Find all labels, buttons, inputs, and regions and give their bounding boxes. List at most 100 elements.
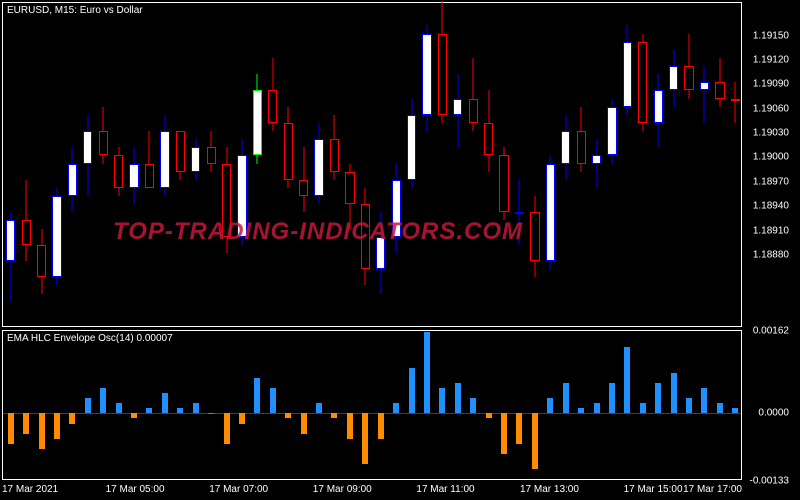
y-tick-label: 1.18880 [753, 249, 789, 260]
x-tick-label: 17 Mar 2021 [2, 484, 58, 495]
oscillator-bar [578, 408, 584, 413]
candle [83, 1, 92, 326]
candle [484, 1, 493, 326]
chart-title: EURUSD, M15: Euro vs Dollar [7, 5, 143, 16]
candle [546, 1, 555, 326]
candle [700, 1, 709, 326]
y-tick-label: -0.00133 [750, 476, 789, 487]
x-tick-label: 17 Mar 09:00 [313, 484, 372, 495]
oscillator-bar [624, 347, 630, 413]
y-tick-label: 1.19060 [753, 103, 789, 114]
oscillator-bar [532, 413, 538, 469]
candle [577, 1, 586, 326]
candle [160, 1, 169, 326]
y-tick-label: 0.00162 [753, 326, 789, 337]
candle [530, 1, 539, 326]
oscillator-bar [177, 408, 183, 413]
oscillator-bar [331, 413, 337, 418]
candle [715, 1, 724, 326]
oscillator-bar [594, 403, 600, 413]
candle [392, 1, 401, 326]
candle [37, 1, 46, 326]
x-tick-label: 17 Mar 11:00 [416, 484, 474, 495]
y-tick-label: 0.0000 [758, 408, 789, 419]
zero-line [3, 413, 741, 414]
y-tick-label: 1.18940 [753, 201, 789, 212]
candle [207, 1, 216, 326]
y-tick-label: 1.19090 [753, 79, 789, 90]
oscillator-bar [563, 383, 569, 414]
candle [253, 1, 262, 326]
oscillator-bar [193, 403, 199, 413]
oscillator-bar [640, 403, 646, 413]
oscillator-bar [301, 413, 307, 433]
oscillator-bar [69, 413, 75, 423]
candle [499, 1, 508, 326]
oscillator-bar [686, 398, 692, 413]
oscillator-bar [717, 403, 723, 413]
candle [314, 1, 323, 326]
oscillator-title: EMA HLC Envelope Osc(14) 0.00007 [7, 333, 173, 344]
oscillator-bar [54, 413, 60, 438]
candle [654, 1, 663, 326]
oscillator-bar [439, 388, 445, 413]
oscillator-bar [316, 403, 322, 413]
candle [191, 1, 200, 326]
candle [684, 1, 693, 326]
y-tick-label: 1.18910 [753, 225, 789, 236]
candle [237, 1, 246, 326]
oscillator-bar [8, 413, 14, 444]
y-tick-label: 1.19000 [753, 152, 789, 163]
candle [515, 1, 524, 326]
oscillator-bar [146, 408, 152, 413]
oscillator-bar [609, 383, 615, 414]
y-tick-label: 1.19030 [753, 128, 789, 139]
candle [176, 1, 185, 326]
candle [68, 1, 77, 326]
main-chart[interactable]: EURUSD, M15: Euro vs Dollar TOP-TRADING-… [2, 2, 742, 327]
x-tick-label: 17 Mar 15:00 [624, 484, 683, 495]
oscillator-bar [224, 413, 230, 444]
oscillator-bar [285, 413, 291, 418]
x-tick-label: 17 Mar 05:00 [106, 484, 165, 495]
oscillator-bar [362, 413, 368, 464]
oscillator-bar [116, 403, 122, 413]
oscillator-bar [254, 378, 260, 414]
oscillator-chart[interactable]: EMA HLC Envelope Osc(14) 0.00007 0.00162… [2, 330, 742, 480]
oscillator-bar [39, 413, 45, 449]
oscillator-bar [424, 332, 430, 413]
candle [52, 1, 61, 326]
candle [438, 1, 447, 326]
candle [129, 1, 138, 326]
candle [623, 1, 632, 326]
oscillator-bar [239, 413, 245, 423]
oscillator-bar [701, 388, 707, 413]
candle [299, 1, 308, 326]
candle [669, 1, 678, 326]
oscillator-bar [671, 373, 677, 414]
candle [592, 1, 601, 326]
oscillator-bar [470, 398, 476, 413]
y-tick-label: 1.19120 [753, 54, 789, 65]
candle [731, 1, 740, 326]
candle [6, 1, 15, 326]
oscillator-bar [162, 393, 168, 413]
candle [561, 1, 570, 326]
y-tick-label: 1.18970 [753, 176, 789, 187]
oscillator-bar [270, 388, 276, 413]
oscillator-bar [393, 403, 399, 413]
x-tick-label: 17 Mar 17:00 [683, 484, 742, 495]
oscillator-bar [23, 413, 29, 433]
oscillator-bar [655, 383, 661, 414]
y-tick-label: 1.19150 [753, 30, 789, 41]
oscillator-bar [409, 368, 415, 414]
oscillator-bar [85, 398, 91, 413]
candle [638, 1, 647, 326]
oscillator-bar [378, 413, 384, 438]
candles-area [3, 3, 741, 326]
candle [469, 1, 478, 326]
oscillator-bar [486, 413, 492, 418]
candle [607, 1, 616, 326]
oscillator-bar [547, 398, 553, 413]
oscillator-bar [516, 413, 522, 444]
